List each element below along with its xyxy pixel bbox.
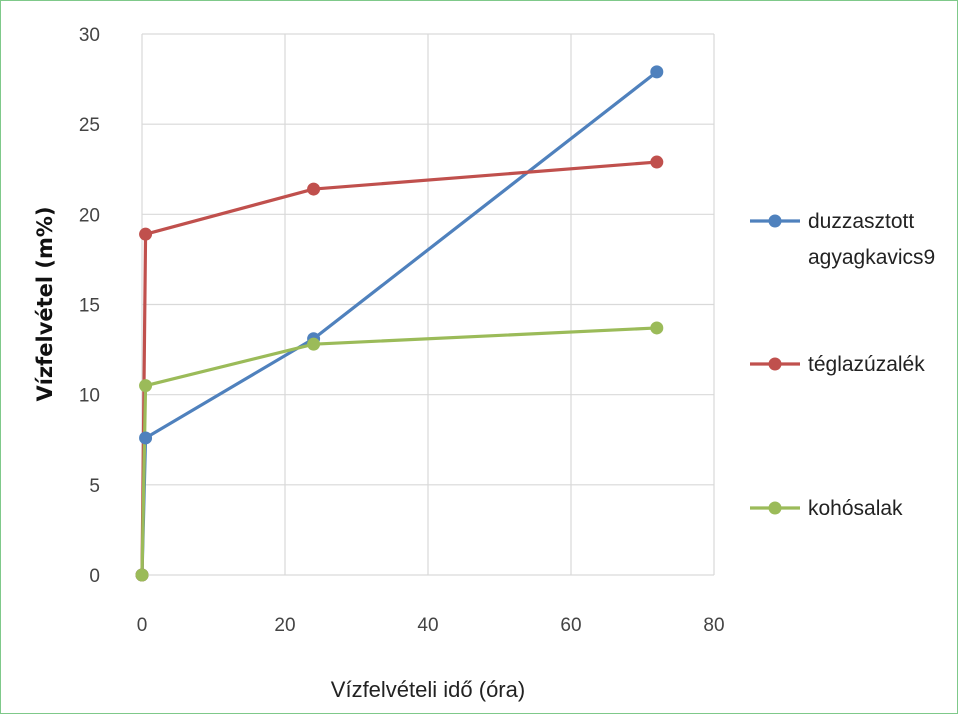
y-tick-label: 20 [79,205,100,226]
data-point [650,65,664,79]
data-point [650,321,664,335]
legend-marker [768,357,782,371]
gridlines [141,33,715,576]
series-line [140,70,658,576]
legend-label: agyagkavics9 [808,246,935,269]
x-tick-label: 80 [703,615,724,636]
x-tick-label: 0 [137,615,148,636]
x-tick-label: 20 [274,615,295,636]
data-point [135,568,149,582]
x-tick-label: 60 [560,615,581,636]
y-tick-labels: 0 5 10 15 20 25 30 [79,25,100,587]
y-tick-label: 10 [79,386,100,407]
legend-marker [768,214,782,228]
legend-label: duzzasztott [808,210,914,233]
x-axis-label: Vízfelvételi idő (óra) [331,677,525,702]
data-point [307,337,321,351]
y-tick-label: 15 [79,296,100,317]
x-tick-label: 40 [417,615,438,636]
y-tick-label: 25 [79,115,100,136]
data-point [307,182,321,196]
x-tick-labels: 0 20 40 60 80 [137,615,725,636]
series-lines [135,65,664,582]
y-tick-label: 0 [89,566,100,587]
legend: duzzasztott agyagkavics9 téglazúzalék kohós… [750,210,935,520]
series-line [140,326,657,576]
data-point [650,155,664,169]
y-axis-label: Vízfelvétel (m%) [33,206,57,401]
data-point [139,379,153,393]
data-point [139,431,153,445]
legend-label: téglazúzalék [808,353,925,376]
y-tick-label: 30 [79,25,100,46]
data-point [139,227,153,241]
y-tick-label: 5 [89,476,100,497]
legend-marker [768,501,782,515]
legend-label: kohósalak [808,497,903,520]
